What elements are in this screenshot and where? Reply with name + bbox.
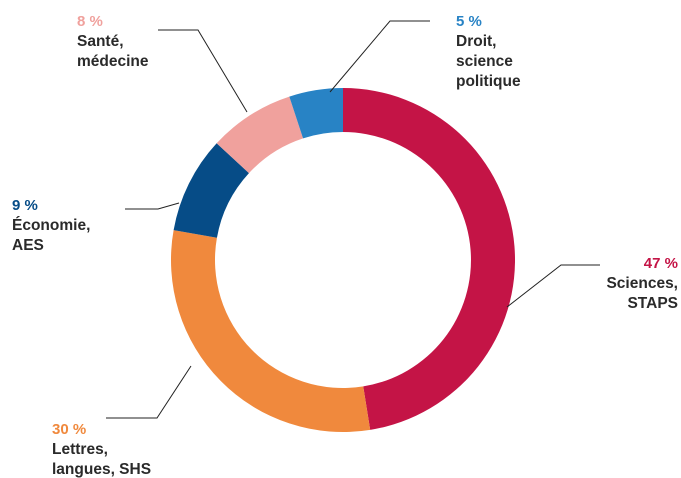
- value-label-sciences: 47 %: [644, 255, 678, 272]
- value-label-sante: 8 %: [77, 13, 103, 30]
- category-label-economie-line-1: Économie,: [12, 217, 90, 234]
- category-label-sante-line-1: Santé,: [77, 33, 124, 50]
- category-label-droit-line-2: science: [456, 53, 513, 70]
- value-label-economie: 9 %: [12, 197, 38, 214]
- category-label-lettres-line-1: Lettres,: [52, 441, 108, 458]
- leader-line-sciences: [506, 264, 600, 308]
- slice-labels: 47 % Sciences, STAPS 30 % Lettres, langues, S…: [12, 13, 678, 478]
- value-label-droit: 5 %: [456, 13, 482, 30]
- leader-line-sante: [158, 29, 248, 113]
- value-label-lettres: 30 %: [52, 421, 86, 438]
- slice-economie: [173, 143, 249, 238]
- leader-lines: [106, 20, 600, 419]
- category-label-lettres-line-2: langues, SHS: [52, 461, 151, 478]
- slice-sante: [216, 96, 304, 174]
- category-label-sante-line-2: médecine: [77, 53, 149, 70]
- category-label-droit-line-1: Droit,: [456, 33, 496, 50]
- slice-droit: [289, 88, 343, 139]
- category-label-economie-line-2: AES: [12, 237, 44, 254]
- leader-line-economie: [125, 202, 180, 210]
- leader-line-droit: [329, 20, 430, 93]
- category-label-droit-line-3: politique: [456, 73, 521, 90]
- donut-slices: [170, 88, 516, 433]
- slice-lettres: [170, 230, 371, 433]
- category-label-sciences-line-2: STAPS: [627, 295, 678, 312]
- category-label-sciences-line-1: Sciences,: [606, 275, 678, 292]
- slice-sciences: [343, 88, 516, 430]
- leader-line-lettres: [106, 365, 192, 419]
